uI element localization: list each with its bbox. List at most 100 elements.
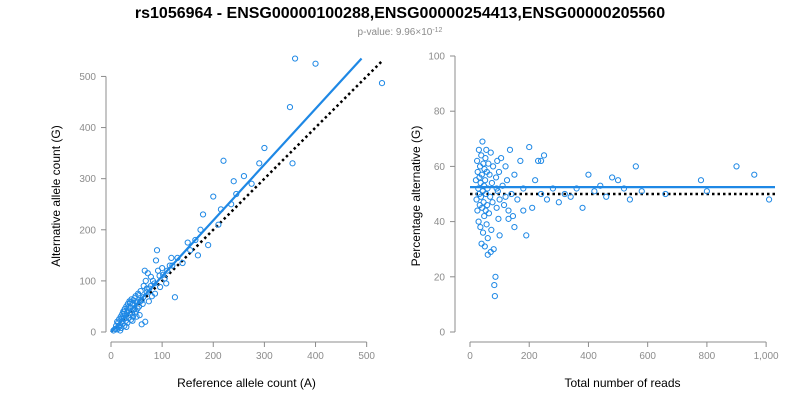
- data-point: [482, 155, 489, 162]
- x-tick-label: 400: [307, 351, 324, 362]
- data-point: [477, 224, 484, 231]
- data-point: [511, 224, 518, 231]
- data-point: [489, 163, 497, 170]
- data-point: [129, 317, 136, 324]
- data-point: [549, 185, 557, 192]
- data-point: [697, 177, 705, 184]
- x-tick-label: 500: [358, 351, 375, 362]
- data-point: [493, 185, 500, 192]
- data-point: [151, 290, 159, 297]
- data-point: [199, 211, 207, 218]
- data-point: [523, 232, 530, 239]
- data-point: [703, 188, 710, 195]
- fit-line-solid: [110, 57, 363, 333]
- data-point: [125, 314, 132, 321]
- data-point: [144, 270, 151, 277]
- data-point: [537, 157, 545, 164]
- data-point: [171, 294, 179, 301]
- data-point: [477, 193, 485, 200]
- data-point: [492, 273, 499, 280]
- data-point: [535, 157, 542, 164]
- data-point: [517, 157, 524, 164]
- data-point: [478, 240, 485, 247]
- data-point: [125, 304, 132, 311]
- y-tick-label: 300: [79, 174, 96, 185]
- data-point: [482, 207, 489, 214]
- data-point: [187, 247, 194, 254]
- data-point: [591, 188, 598, 195]
- y-tick-label: 60: [434, 162, 446, 173]
- data-point: [194, 252, 202, 259]
- data-point: [509, 212, 517, 220]
- x-tick-label: 200: [521, 351, 538, 362]
- data-point: [620, 185, 628, 192]
- data-point: [494, 188, 501, 195]
- x-tick-label: 300: [256, 351, 273, 362]
- data-point: [496, 232, 503, 239]
- data-point: [138, 321, 145, 328]
- data-point: [289, 160, 296, 167]
- data-point: [561, 190, 568, 198]
- data-point: [133, 313, 140, 320]
- x-tick-label: 100: [154, 351, 171, 362]
- data-point: [483, 146, 490, 153]
- data-point: [129, 313, 137, 320]
- data-point: [475, 146, 482, 153]
- data-point: [220, 157, 227, 164]
- data-point: [486, 171, 493, 178]
- p-value-subtitle: p-value: 9.96×10-12: [358, 27, 443, 39]
- data-point: [585, 171, 592, 178]
- data-point: [487, 248, 494, 256]
- data-point: [192, 236, 199, 244]
- data-point: [499, 182, 506, 189]
- allele-count-scatter-chart: 0 100 200 300 400 500 0 100 200 300 400 500 Referenc…: [49, 55, 386, 390]
- data-point: [256, 160, 263, 167]
- data-point: [496, 196, 503, 203]
- x-tick-label: 0: [467, 351, 473, 362]
- data-point: [481, 243, 488, 250]
- data-point: [540, 152, 548, 159]
- data-point: [479, 138, 486, 145]
- data-point: [480, 199, 487, 206]
- data-point: [492, 174, 500, 181]
- data-point: [261, 144, 268, 152]
- data-point: [506, 146, 514, 153]
- p-value-exponent: -12: [432, 27, 442, 34]
- data-point: [481, 212, 488, 220]
- data-point: [502, 163, 509, 170]
- data-point: [127, 316, 135, 323]
- data-point: [475, 218, 482, 225]
- data-point: [511, 171, 518, 178]
- x-tick-label: 600: [639, 351, 656, 362]
- data-point: [597, 182, 604, 189]
- data-point: [491, 293, 498, 300]
- data-point: [487, 149, 494, 156]
- data-point: [491, 281, 498, 289]
- data-point: [662, 190, 669, 198]
- data-point: [484, 235, 491, 242]
- data-point: [529, 204, 536, 211]
- y-tick-label: 100: [428, 52, 445, 63]
- data-point: [520, 185, 527, 192]
- data-point: [121, 308, 128, 315]
- data-point: [474, 157, 481, 164]
- data-point: [493, 204, 500, 211]
- data-point: [638, 188, 645, 195]
- data-point: [614, 177, 622, 184]
- x-tick-label: 800: [699, 351, 716, 362]
- data-point: [505, 207, 512, 214]
- data-point: [473, 196, 480, 203]
- data-point: [573, 185, 580, 192]
- data-point: [751, 171, 758, 178]
- y-tick-label: 200: [79, 225, 96, 236]
- x-tick-label: 200: [205, 351, 222, 362]
- data-point: [215, 221, 222, 228]
- data-point: [136, 312, 143, 319]
- data-point: [488, 179, 496, 187]
- data-point: [312, 60, 319, 67]
- y-tick-label: 500: [79, 72, 96, 83]
- data-point: [487, 193, 494, 200]
- data-point: [502, 193, 509, 200]
- data-point: [626, 196, 634, 203]
